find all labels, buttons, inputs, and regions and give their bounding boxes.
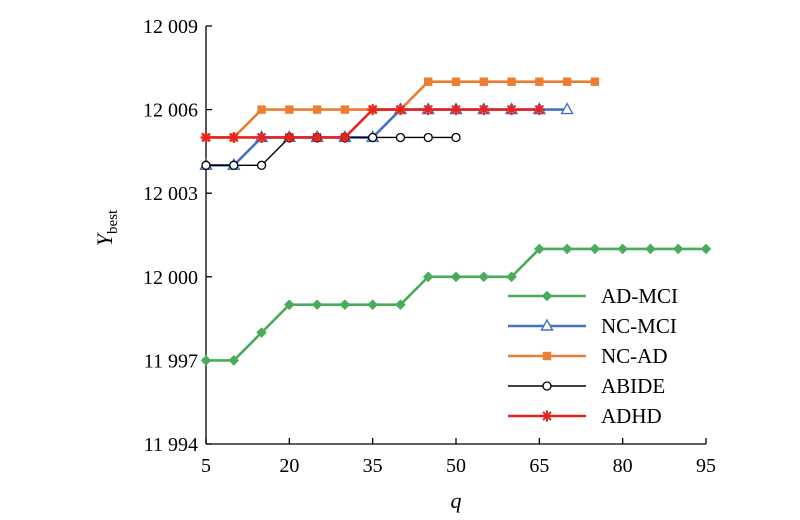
y-tick-label: 12 000 (143, 267, 198, 289)
data-point-ad-mci (478, 271, 490, 283)
legend-marker-abide (542, 381, 552, 391)
data-point-ad-mci (422, 271, 434, 283)
x-tick-label: 20 (279, 455, 299, 477)
data-point-adhd (533, 104, 545, 116)
data-point-adhd (394, 104, 406, 116)
legend-entry-nc-ad: NC-AD (508, 344, 668, 368)
y-axis-label: Ybest (92, 209, 121, 246)
data-point-nc-ad (424, 77, 433, 86)
data-point-adhd (228, 131, 240, 143)
data-point-adhd (283, 131, 295, 143)
legend-marker-nc-ad (542, 351, 552, 361)
legend-entry-nc-mci: NC-MCI (508, 314, 677, 338)
data-point-ad-mci (645, 243, 656, 255)
x-tick-label: 35 (363, 455, 383, 477)
data-point-adhd (256, 131, 268, 143)
legend: AD-MCI NC-MCI NC-AD ABIDE ADHD (508, 284, 678, 428)
series-layer (199, 77, 712, 366)
series-ad-mci (200, 243, 712, 366)
data-point-abide (229, 160, 239, 170)
legend-label-abide: ABIDE (601, 374, 665, 398)
legend-label-nc-ad: NC-AD (601, 344, 668, 368)
data-point-nc-ad (535, 77, 544, 86)
data-point-adhd (339, 131, 351, 143)
data-point-adhd (311, 131, 323, 143)
data-point-abide (423, 132, 433, 143)
data-point-ad-mci (367, 299, 378, 310)
data-point-adhd (200, 131, 212, 143)
data-point-ad-mci (256, 327, 267, 338)
data-point-ad-mci (395, 299, 406, 310)
data-point-nc-mci (560, 102, 574, 115)
data-point-nc-ad (479, 77, 488, 86)
data-point-ad-mci (561, 243, 573, 255)
data-point-nc-ad (285, 105, 294, 114)
legend-label-adhd: ADHD (601, 404, 662, 428)
y-axis-label-main: Y (92, 231, 117, 246)
x-tick-label: 80 (613, 455, 633, 477)
data-point-abide (368, 132, 378, 143)
y-axis-label-subscript: best (105, 209, 121, 234)
series-adhd (200, 104, 545, 143)
data-point-nc-ad (590, 77, 600, 86)
axes: 11 994 11 997 12 000 12 003 12 006 12 009 5 20 3… (143, 16, 716, 477)
y-tick-label: 12 003 (143, 183, 198, 205)
data-point-ad-mci (506, 271, 517, 283)
data-point-abide (201, 160, 211, 170)
y-tick-label: 12 009 (143, 16, 198, 38)
data-point-nc-ad (507, 77, 516, 86)
legend-entry-ad-mci: AD-MCI (508, 284, 678, 308)
legend-marker-ad-mci (541, 290, 553, 302)
data-point-adhd (478, 104, 490, 116)
data-point-ad-mci (534, 243, 545, 255)
series-line-abide (206, 136, 456, 167)
legend-marker-adhd (541, 410, 553, 422)
legend-marker-nc-mci (540, 318, 554, 331)
data-point-ad-mci (339, 299, 351, 310)
data-point-ad-mci (617, 243, 628, 255)
x-tick-label: 65 (529, 455, 549, 477)
data-point-ad-mci (228, 355, 240, 366)
x-tick-label: 5 (201, 455, 211, 477)
data-point-abide (395, 132, 406, 143)
data-point-adhd (450, 104, 462, 116)
legend-label-ad-mci: AD-MCI (601, 284, 678, 308)
data-point-nc-ad (451, 77, 461, 86)
data-point-adhd (422, 104, 434, 116)
y-tick-label: 11 997 (144, 350, 198, 372)
data-point-ad-mci (700, 243, 712, 255)
data-point-ad-mci (672, 243, 684, 255)
x-tick-label: 50 (446, 455, 466, 477)
legend-entry-adhd: ADHD (508, 404, 662, 428)
data-point-nc-ad (340, 105, 350, 114)
data-point-adhd (367, 104, 379, 116)
data-point-nc-ad (257, 105, 266, 114)
y-tick-label: 11 994 (144, 434, 198, 456)
data-point-nc-ad (562, 77, 572, 86)
x-tick-label: 95 (696, 455, 716, 477)
data-point-ad-mci (311, 299, 323, 310)
data-point-abide (451, 132, 461, 143)
data-point-abide (256, 160, 267, 170)
data-point-ad-mci (589, 243, 601, 255)
series-abide (201, 132, 461, 170)
legend-label-nc-mci: NC-MCI (601, 314, 677, 338)
data-point-ad-mci (200, 355, 212, 366)
data-point-ad-mci (284, 299, 295, 310)
legend-entry-abide: ABIDE (508, 374, 665, 398)
data-point-adhd (506, 104, 518, 116)
data-point-ad-mci (450, 271, 462, 283)
x-axis-label: q (451, 488, 462, 513)
data-point-nc-ad (312, 105, 322, 114)
y-tick-label: 12 006 (143, 100, 198, 122)
